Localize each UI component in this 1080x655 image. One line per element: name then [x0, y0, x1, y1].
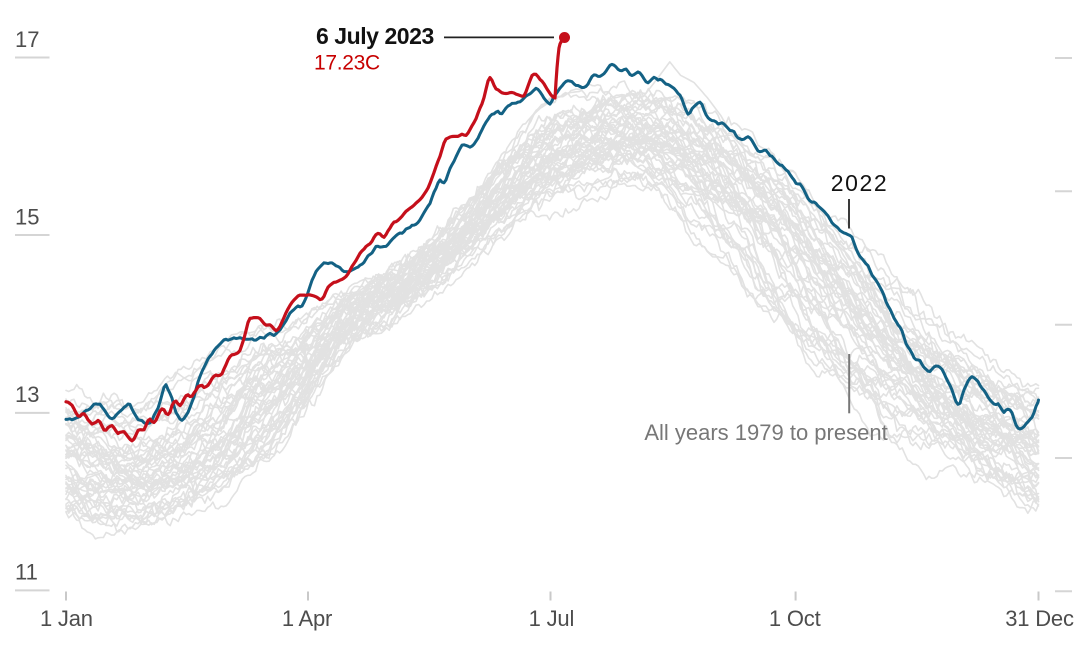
- svg-text:1 Oct: 1 Oct: [769, 606, 821, 631]
- svg-text:17.23C: 17.23C: [314, 52, 380, 75]
- svg-text:17: 17: [15, 27, 39, 52]
- svg-text:11: 11: [15, 560, 38, 585]
- svg-text:13: 13: [15, 382, 39, 407]
- svg-text:15: 15: [15, 205, 39, 230]
- svg-text:2022: 2022: [831, 170, 889, 196]
- svg-text:31 Dec: 31 Dec: [1005, 606, 1074, 631]
- svg-text:1 Jul: 1 Jul: [529, 606, 574, 631]
- svg-text:All years 1979 to present: All years 1979 to present: [644, 420, 887, 445]
- svg-text:6 July 2023: 6 July 2023: [316, 23, 434, 49]
- svg-text:1 Jan: 1 Jan: [40, 606, 93, 631]
- svg-text:1 Apr: 1 Apr: [282, 606, 332, 631]
